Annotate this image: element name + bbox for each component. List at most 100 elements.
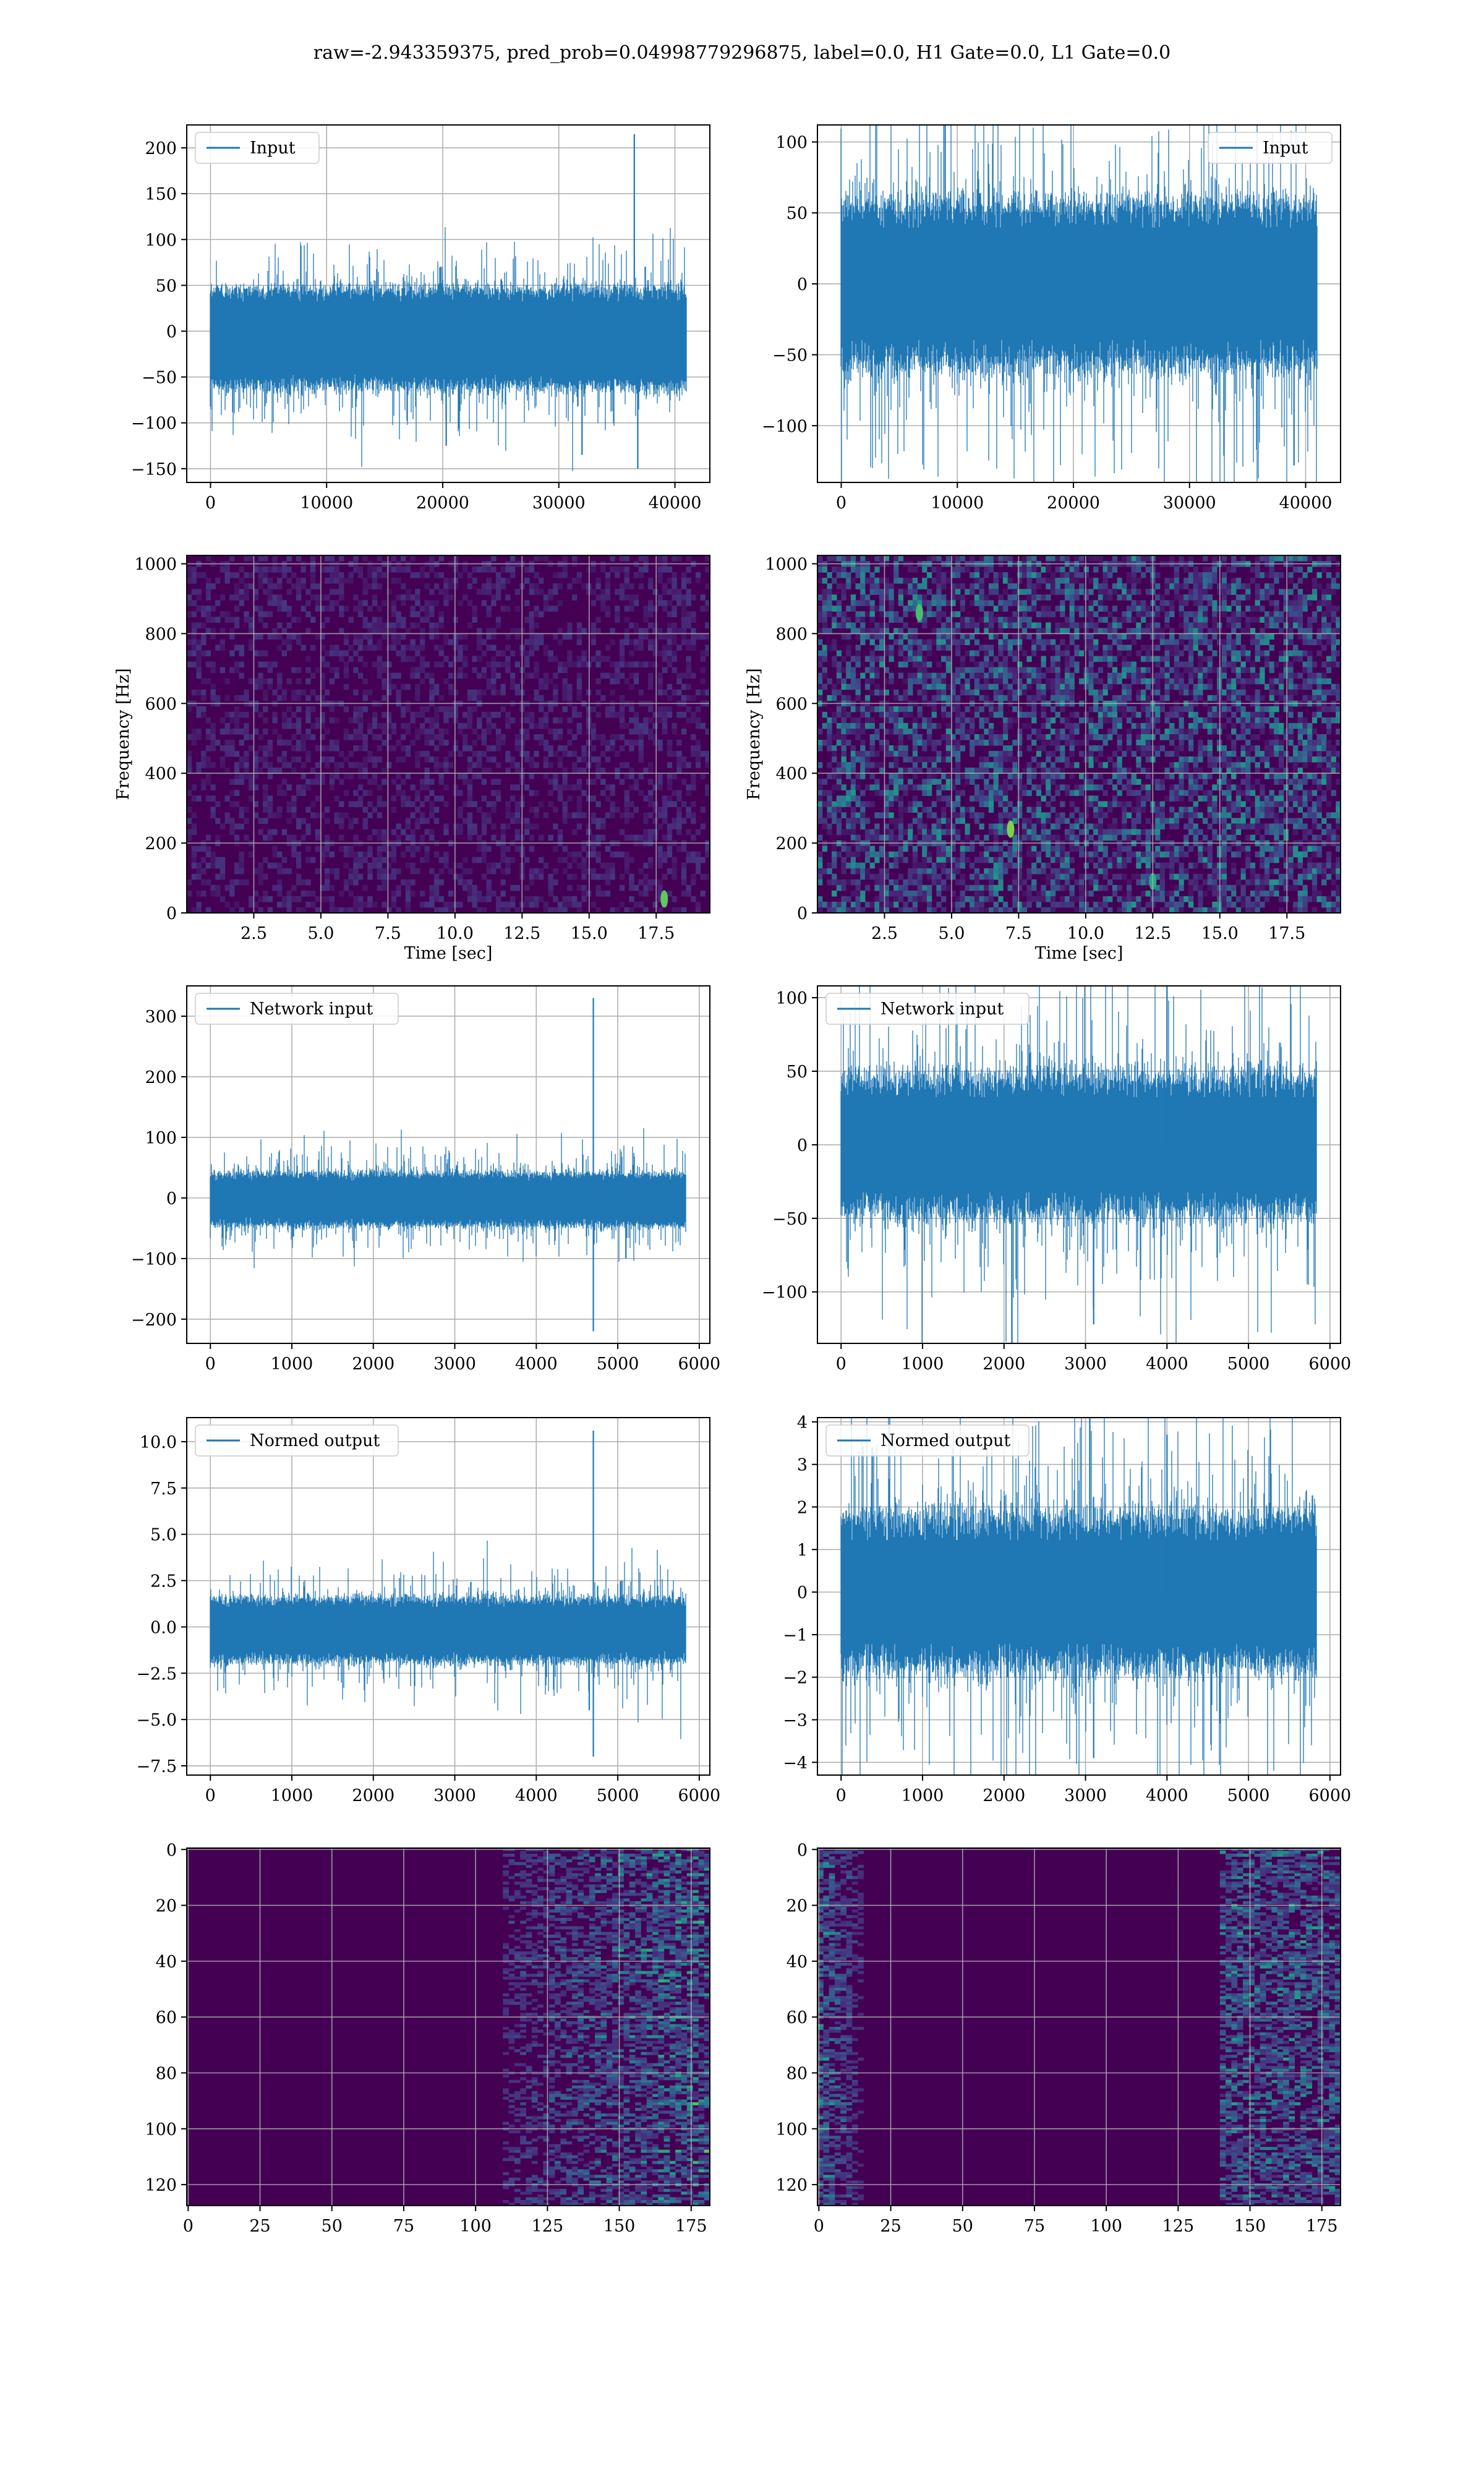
spec-h1-cell: [239, 807, 244, 813]
spec-l1-cell: [1007, 555, 1013, 562]
spec-l1-cell: [936, 689, 942, 696]
spec-l1-cell: [1331, 656, 1336, 662]
spec-l1-cell: [1050, 656, 1056, 662]
spec-h1-cell: [681, 578, 687, 584]
spec-l1-cell: [1122, 583, 1127, 589]
spec-h1-cell: [258, 617, 263, 623]
spec-h1-cell: [263, 695, 268, 701]
spec-l1-cell: [950, 572, 956, 578]
spec-l1-cell: [1102, 656, 1108, 662]
spec-h1-cell: [495, 650, 501, 657]
spec-l1-cell: [1126, 695, 1132, 701]
spec-l1-cell: [1260, 667, 1265, 674]
spec-h1-cell: [705, 784, 710, 790]
spec-h1-cell: [419, 656, 425, 662]
spec-l1-cell: [1017, 633, 1023, 640]
spec-l1-cell: [1136, 711, 1141, 718]
spec-h1-cell: [514, 829, 520, 836]
spec-l1-cell: [1107, 711, 1113, 718]
spec-h1-cell: [681, 639, 687, 646]
spec-l1-cell: [1107, 628, 1113, 634]
spec-h1-cell: [210, 667, 216, 674]
spec-h1-cell: [424, 672, 430, 679]
spec-h1-cell: [443, 656, 449, 662]
spec-h1-cell: [263, 795, 268, 802]
spec-h1-cell: [619, 650, 625, 657]
spec-l1-cell: [832, 695, 837, 701]
spec-l1-cell: [1107, 633, 1113, 640]
spec-l1-cell: [955, 589, 961, 595]
spec-h1-cell: [286, 622, 292, 628]
spec-h1-cell: [367, 633, 373, 640]
spec-l1-cell: [1107, 656, 1113, 662]
spec-h1-cell: [429, 756, 435, 763]
spec-h1-cell: [348, 734, 354, 740]
spec-l1-cell: [1102, 606, 1108, 612]
spec-l1-cell: [1026, 633, 1032, 640]
spec-h1-cell: [291, 572, 297, 578]
spec-l1-cell: [1036, 683, 1042, 690]
spec-h1-cell: [443, 862, 449, 869]
spec-h1-cell: [458, 656, 463, 662]
spec-h1-cell: [249, 639, 254, 646]
spec-h1-cell: [505, 578, 511, 584]
spec-l1-cell: [1079, 572, 1085, 578]
spec-l1-cell: [869, 600, 875, 606]
spec-h1-cell: [339, 555, 344, 562]
spec-h1-cell: [662, 834, 668, 841]
spec-h1-cell: [277, 672, 283, 679]
spec-h1-cell: [638, 751, 644, 757]
spec-l1-cell: [931, 628, 937, 634]
spec-h1-cell: [443, 583, 449, 589]
spec-h1-cell: [263, 555, 268, 562]
spec-l1-cell: [965, 622, 970, 628]
spec-l1-cell: [1107, 717, 1113, 724]
spec-l1-cell: [1112, 589, 1118, 595]
spec-l1-cell: [1122, 589, 1127, 595]
spec-l1-cell: [960, 583, 965, 589]
spec-l1-cell: [1169, 667, 1175, 674]
spec-h1-cell: [657, 745, 663, 751]
spec-h1-cell: [543, 600, 549, 606]
spec-h1-cell: [296, 818, 302, 824]
spec-h1-cell: [405, 773, 411, 779]
spec-l1-cell: [970, 617, 975, 623]
spec-l1-cell: [926, 722, 932, 729]
spec-h1-cell: [267, 600, 273, 606]
spec-h1-cell: [643, 717, 649, 724]
spec-h1-cell: [486, 845, 492, 852]
input-h1-ytick-label-7: 200: [145, 139, 177, 158]
spec-h1-cell: [343, 729, 349, 735]
spec-h1-cell: [401, 600, 406, 606]
spec-h1-cell: [595, 628, 601, 634]
spec-h1-cell: [357, 656, 364, 662]
spec-l1-cell: [855, 722, 861, 729]
spec-l1-cell: [1046, 555, 1051, 562]
spec-l1-cell: [1188, 589, 1194, 595]
spec-l1-cell: [898, 722, 903, 729]
spec-h1-cell: [605, 672, 611, 679]
spec-h1-cell: [534, 695, 539, 701]
spec-h1-cell: [415, 729, 420, 735]
spec-h1-cell: [382, 572, 387, 578]
spec-l1-cell: [860, 622, 866, 628]
spec-l1-cell: [869, 583, 875, 589]
spec-h1-cell: [543, 722, 549, 729]
spec-h1-cell: [676, 589, 682, 595]
spec-h1-cell: [367, 873, 373, 880]
spec-l1-cell: [908, 644, 913, 651]
spec-h1-cell: [329, 779, 335, 785]
spec-l1-cell: [1331, 689, 1336, 696]
input-l1-core-band: [841, 228, 1317, 340]
spec-l1-cell: [1326, 622, 1332, 628]
spec-h1-cell: [405, 896, 411, 902]
spec-l1-cell: [1212, 711, 1217, 718]
spec-l1-cell: [884, 711, 889, 718]
spec-h1-cell: [567, 729, 573, 735]
spec-h1-cell: [224, 617, 230, 623]
spec-l1-cell: [974, 683, 980, 690]
spec-l1-cell: [970, 622, 975, 628]
spec-l1-cell: [1231, 589, 1237, 595]
spec-l1-cell: [884, 644, 889, 651]
spec-h1-cell: [553, 572, 558, 578]
